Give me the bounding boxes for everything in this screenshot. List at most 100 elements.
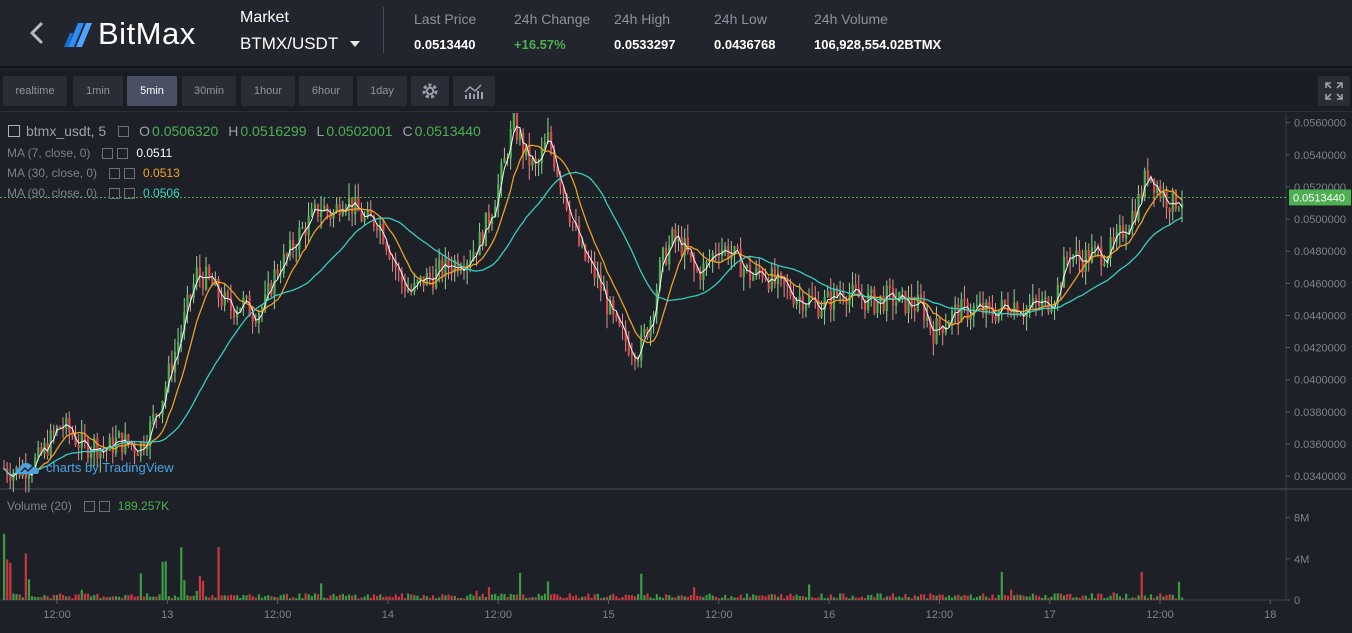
candle-body <box>1177 208 1181 210</box>
candle-body <box>1081 260 1084 272</box>
volume-bar <box>668 595 671 600</box>
candle-body <box>972 306 975 317</box>
volume-bar <box>1140 571 1143 600</box>
volume-bar <box>1059 593 1062 600</box>
candle-body <box>316 204 320 217</box>
volume-bar <box>86 593 90 600</box>
interval-6hour[interactable]: 6hour <box>299 76 353 106</box>
close-icon[interactable] <box>98 500 110 512</box>
volume-bar <box>49 598 52 600</box>
interval-1day[interactable]: 1day <box>357 76 407 106</box>
candle-body <box>161 400 164 415</box>
volume-bar <box>1084 595 1087 600</box>
candle-body <box>605 289 609 315</box>
volume-bar <box>391 597 394 600</box>
interval-1min[interactable]: 1min <box>73 76 123 106</box>
close-icon[interactable] <box>124 167 136 179</box>
volume-bar <box>155 596 158 600</box>
candle-body <box>313 204 317 209</box>
volume-bar <box>764 596 767 600</box>
candle-body <box>198 267 202 277</box>
price-chart-svg[interactable]: 0.05600000.05400000.05200000.05000000.04… <box>0 97 1352 628</box>
pair-dropdown[interactable]: BTMX/USDT <box>240 34 361 54</box>
volume-bar <box>37 596 40 600</box>
volume-bar <box>62 594 65 600</box>
candle-body <box>1156 185 1159 193</box>
market-selector[interactable]: Market BTMX/USDT <box>240 9 361 54</box>
time-tick-label: 15 <box>602 609 614 621</box>
candle-body <box>257 313 261 323</box>
volume-bar <box>596 593 599 600</box>
volume-bar <box>1006 595 1010 600</box>
volume-bar <box>823 598 826 600</box>
volume-bar <box>748 596 752 600</box>
volume-bar <box>578 598 581 600</box>
bitmax-logo[interactable]: BitMax <box>64 14 196 54</box>
back-chevron-icon[interactable] <box>24 18 50 48</box>
settings-icon[interactable] <box>118 125 130 137</box>
volume-bar <box>605 596 609 600</box>
settings-icon[interactable] <box>83 500 95 512</box>
volume-bar <box>478 596 481 600</box>
volume-bar <box>1010 589 1013 600</box>
candle-body <box>1128 229 1131 235</box>
settings-icon[interactable] <box>102 147 114 159</box>
candle-body <box>546 132 550 143</box>
interval-30min[interactable]: 30min <box>182 76 236 106</box>
volume-bar <box>260 597 264 600</box>
fullscreen-icon[interactable] <box>1318 76 1350 106</box>
volume-bar <box>814 597 817 600</box>
gear-icon[interactable] <box>411 76 449 106</box>
volume-bar <box>1106 597 1109 600</box>
price-tick-label: 0.0480000 <box>1294 246 1346 258</box>
volume-bar <box>733 597 736 600</box>
interval-1hour[interactable]: 1hour <box>241 76 295 106</box>
candle-body <box>686 237 689 252</box>
indicators-icon[interactable] <box>453 76 495 106</box>
interval-5min[interactable]: 5min <box>127 76 177 106</box>
volume-bar <box>1050 596 1053 600</box>
time-tick-label: 12:00 <box>484 609 512 621</box>
candle-body <box>133 445 136 453</box>
candle-body <box>901 290 904 293</box>
volume-bar <box>1003 595 1007 600</box>
candle-body <box>388 249 391 259</box>
candle-body <box>537 162 540 165</box>
candle-body <box>86 440 90 459</box>
ohlc-close-key: C <box>402 123 413 139</box>
volume-bar <box>630 595 634 600</box>
volume-bar <box>518 572 522 600</box>
volume-bar <box>1137 595 1140 600</box>
price-tick-label: 0.0380000 <box>1294 407 1346 419</box>
volume-bar <box>407 593 410 600</box>
ohlc-row: btmx_usdt, 5 O 0.0506320 H 0.0516299 L 0… <box>8 123 481 139</box>
tradingview-chart[interactable]: 0.0560000 0.0540000 0.0520000 0.0500000 0.04… <box>0 97 1352 628</box>
close-icon[interactable] <box>124 187 136 199</box>
volume-bar <box>932 594 935 600</box>
interval-realtime[interactable]: realtime <box>3 76 67 106</box>
volume-bar <box>201 580 205 600</box>
candle-body <box>919 294 923 300</box>
time-tick-label: 12:00 <box>926 609 954 621</box>
candle-body <box>360 211 363 222</box>
close-icon[interactable] <box>117 147 129 159</box>
volume-bar <box>1165 595 1168 600</box>
candle-body <box>292 240 295 251</box>
volume-bar <box>705 594 708 600</box>
volume-bar <box>254 597 257 600</box>
volume-bar <box>916 596 920 600</box>
volume-bar <box>923 594 926 600</box>
candle-body <box>680 236 683 256</box>
volume-bar <box>966 595 969 600</box>
settings-icon[interactable] <box>109 187 121 199</box>
volume-bar <box>786 595 789 600</box>
tradingview-watermark[interactable]: charts by TradingView <box>16 460 174 475</box>
candle-body <box>403 282 407 292</box>
candle-body <box>683 237 686 256</box>
candle-body <box>851 284 854 295</box>
volume-bar <box>310 595 313 600</box>
volume-bar <box>773 594 777 600</box>
collapse-icon[interactable] <box>8 125 20 137</box>
volume-bar <box>590 597 593 600</box>
settings-icon[interactable] <box>109 167 121 179</box>
